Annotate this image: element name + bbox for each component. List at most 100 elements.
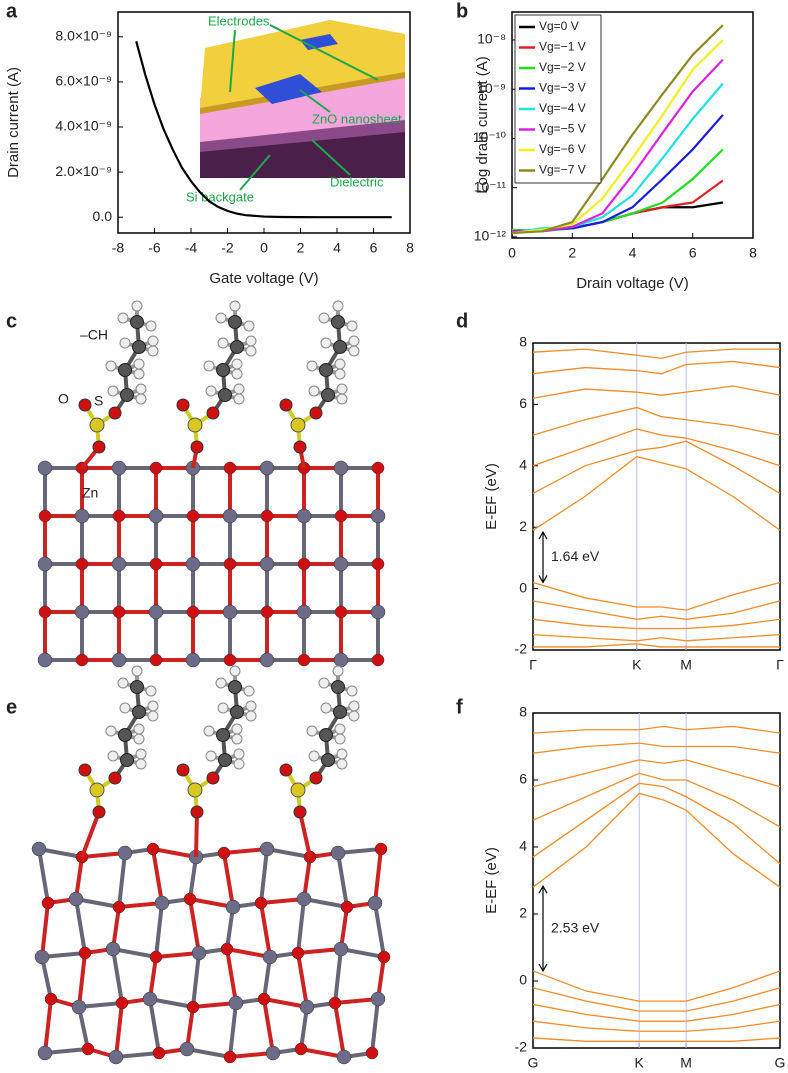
atom xyxy=(346,320,358,332)
y-tick-label: 8.0×10⁻⁹ xyxy=(55,28,112,44)
atom xyxy=(328,996,342,1010)
atom xyxy=(108,1049,124,1065)
atom xyxy=(107,385,119,397)
y-tick-label: 10⁻¹² xyxy=(474,228,507,244)
atom xyxy=(148,604,164,620)
atom xyxy=(257,992,271,1006)
atom xyxy=(306,360,318,372)
bond xyxy=(148,998,161,1054)
atom xyxy=(370,508,386,524)
atom xyxy=(231,358,243,370)
bond xyxy=(300,1047,345,1059)
arrow-head xyxy=(538,884,548,973)
atom xyxy=(306,725,318,737)
atom xyxy=(260,509,274,523)
atom xyxy=(130,680,144,694)
data-line xyxy=(532,1037,781,1042)
bond xyxy=(262,998,275,1054)
atom xyxy=(336,393,348,405)
y-tick-label: 10⁻¹¹ xyxy=(474,178,507,194)
y-tick-label: 2.0×10⁻⁹ xyxy=(55,163,112,179)
atom xyxy=(371,557,385,571)
atom xyxy=(336,1049,352,1065)
data-line xyxy=(532,1003,781,1022)
x-tick-label: 8 xyxy=(406,240,414,256)
atom xyxy=(92,440,106,454)
bond xyxy=(43,998,53,1054)
data-line xyxy=(511,24,724,235)
bond xyxy=(117,852,127,908)
atom xyxy=(223,653,237,667)
atom xyxy=(334,733,346,745)
atom xyxy=(119,702,131,714)
legend-label: Vg=0 V xyxy=(539,19,579,33)
atom xyxy=(206,406,220,420)
atom xyxy=(31,841,47,857)
atom xyxy=(243,320,255,332)
atom xyxy=(228,995,244,1011)
legend-box xyxy=(514,14,602,184)
atom xyxy=(75,653,89,667)
atom xyxy=(78,398,92,412)
atom xyxy=(259,556,275,572)
atom xyxy=(374,842,388,856)
atom xyxy=(260,605,274,619)
y-tick-label: 6 xyxy=(519,395,527,411)
atom xyxy=(259,841,275,857)
structure-label: –CH xyxy=(80,327,108,343)
plot-frame xyxy=(532,342,781,651)
atom xyxy=(187,417,203,433)
x-tick-label: -4 xyxy=(185,240,198,256)
atom xyxy=(279,398,293,412)
atom xyxy=(117,312,129,324)
atom xyxy=(117,677,129,689)
atom xyxy=(152,1046,166,1060)
atom xyxy=(365,1046,379,1060)
atom xyxy=(133,733,145,745)
data-line xyxy=(532,600,781,620)
atom xyxy=(348,710,360,722)
atom xyxy=(148,508,164,524)
atom xyxy=(217,846,231,860)
plot-frame xyxy=(532,712,781,1049)
bond xyxy=(373,902,386,958)
atom xyxy=(216,728,230,742)
atom xyxy=(74,604,90,620)
atom xyxy=(38,605,52,619)
atom xyxy=(185,652,201,668)
atom xyxy=(290,417,306,433)
legend-label: Vg=−7 V xyxy=(539,163,586,177)
bond xyxy=(228,1002,238,1058)
atom xyxy=(145,685,157,697)
x-tick-label: 2 xyxy=(568,245,576,261)
atom xyxy=(333,652,349,668)
bond xyxy=(80,811,101,858)
atom xyxy=(229,665,241,677)
y-tick-label: 10⁻⁸ xyxy=(477,31,506,47)
atom xyxy=(149,461,163,475)
atom xyxy=(117,845,133,861)
atom xyxy=(333,705,347,719)
atom xyxy=(145,320,157,332)
atom xyxy=(217,337,229,349)
bond xyxy=(340,947,385,959)
y-tick-label: 0 xyxy=(519,972,527,988)
atom xyxy=(78,763,92,777)
legend-label: Vg=−5 V xyxy=(539,122,586,136)
atom xyxy=(370,604,386,620)
atom xyxy=(135,393,147,405)
atom xyxy=(133,358,145,370)
atom xyxy=(222,508,238,524)
atom xyxy=(243,685,255,697)
atom xyxy=(218,753,232,767)
atom xyxy=(225,899,241,915)
atom xyxy=(223,557,237,571)
bond xyxy=(296,898,306,954)
atom xyxy=(111,556,127,572)
atom xyxy=(222,604,238,620)
atom xyxy=(296,604,312,620)
panel-letter: d xyxy=(456,310,468,332)
data-line xyxy=(532,428,781,467)
annotation: Electrodes xyxy=(208,13,270,28)
atom xyxy=(331,680,345,694)
